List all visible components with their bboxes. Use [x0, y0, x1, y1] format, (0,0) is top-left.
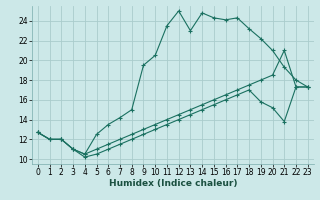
- X-axis label: Humidex (Indice chaleur): Humidex (Indice chaleur): [108, 179, 237, 188]
